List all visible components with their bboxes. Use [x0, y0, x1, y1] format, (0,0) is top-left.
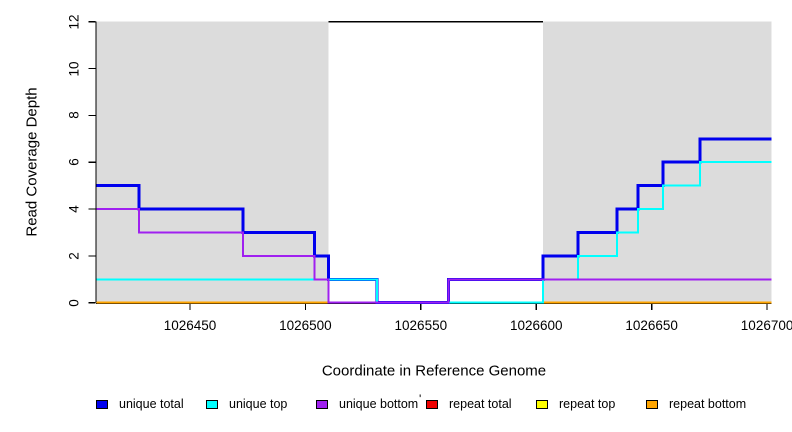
x-tick-label: 1026700	[740, 318, 792, 333]
repeat-region-shading	[96, 21, 329, 303]
y-tick-label: 2	[66, 252, 82, 260]
y-tick-label: 8	[66, 111, 82, 120]
x-axis-title: Coordinate in Reference Genome	[321, 362, 547, 380]
stray-mark: '	[419, 392, 422, 406]
x-tick-label: 1026500	[279, 318, 332, 333]
y-axis-title: Read Coverage Depth	[23, 87, 41, 237]
series-unique-top	[96, 161, 772, 304]
x-tick-label: 1026600	[509, 318, 563, 333]
y-tick-label: 10	[66, 61, 82, 77]
x-tick-label: 1026450	[163, 318, 217, 333]
series-unique-bottom	[96, 208, 772, 304]
x-tick-label: 1026650	[625, 318, 678, 333]
y-tick-label: 0	[66, 298, 82, 307]
y-tick-label: 4	[66, 205, 82, 213]
x-tick-label: 1026550	[394, 318, 448, 333]
y-tick-label: 6	[66, 158, 82, 166]
y-tick-label: 12	[66, 14, 82, 30]
